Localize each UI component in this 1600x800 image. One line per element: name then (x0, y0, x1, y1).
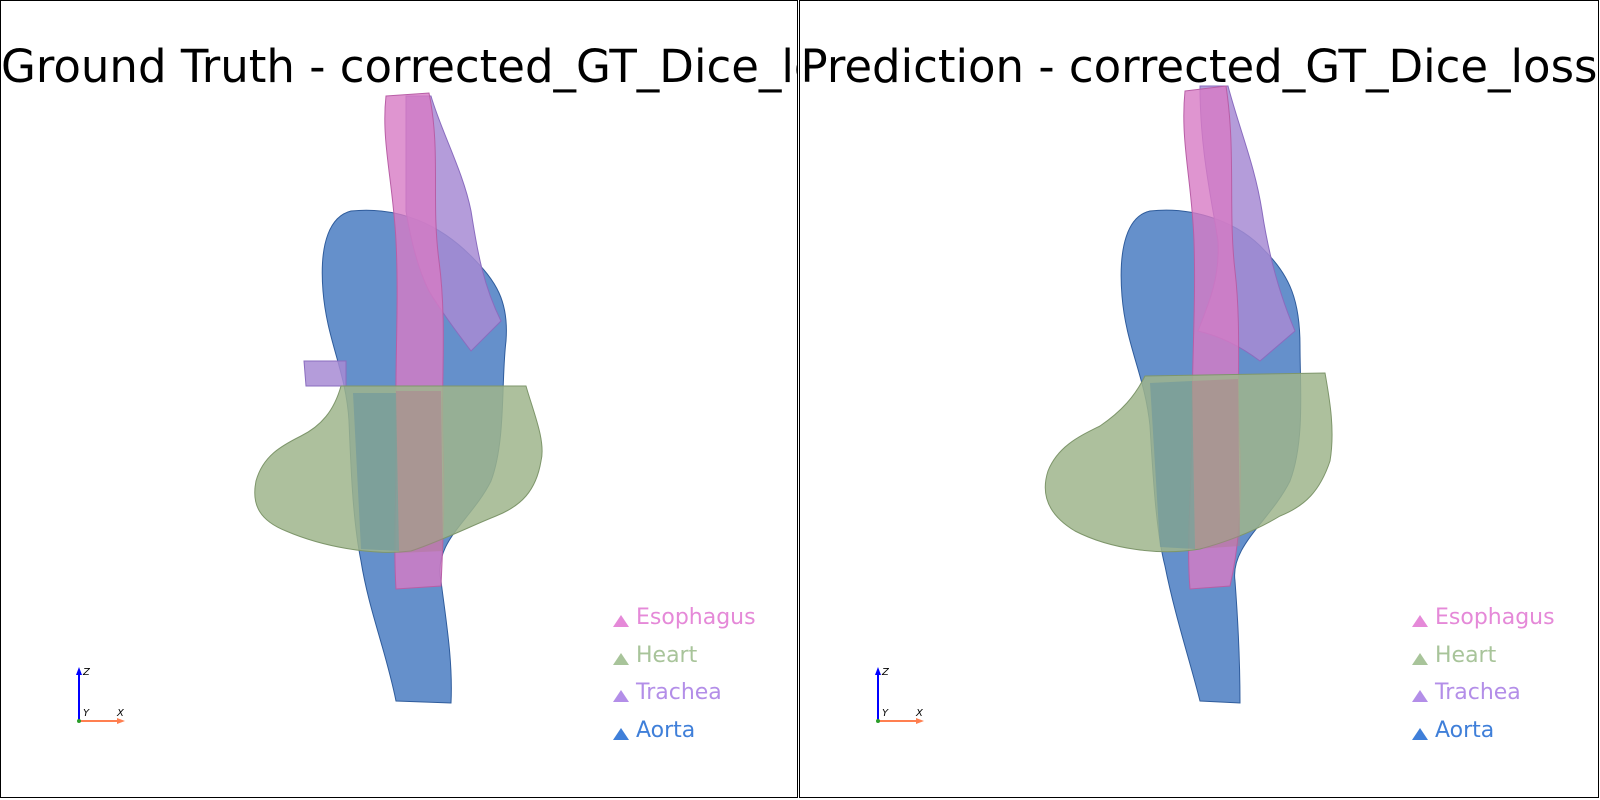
viewport-title: Prediction - corrected_GT_Dice_loss (800, 40, 1598, 93)
esophagus-overlay (396, 391, 443, 553)
ground-truth-3d-render[interactable] (1, 1, 798, 798)
trachea-bronchus (303, 360, 347, 387)
viewport-title: Ground Truth - corrected_GT_Dice_loss (1, 40, 798, 93)
legend-label: Trachea (1435, 680, 1521, 705)
heart-mesh (254, 385, 543, 553)
x-axis-label: X (116, 708, 125, 719)
triangle-icon (1412, 652, 1428, 665)
legend-label: Heart (636, 642, 698, 668)
z-axis-label: Z (881, 667, 890, 678)
esophagus-overlay (1192, 379, 1240, 549)
triangle-icon (613, 615, 629, 627)
z-axis-arrow (76, 667, 82, 675)
prediction-3d-render[interactable] (800, 1, 1599, 798)
triangle-icon (613, 652, 629, 665)
aorta-overlay (353, 393, 399, 551)
x-axis-arrow (117, 718, 125, 724)
prediction-viewport[interactable]: Prediction - corrected_GT_Dice_loss Z Y … (799, 0, 1599, 798)
x-axis-label: X (915, 708, 924, 719)
legend-label: Heart (1435, 642, 1497, 668)
y-axis-label: Y (882, 708, 889, 719)
triangle-icon (613, 727, 629, 740)
y-axis-dot (876, 719, 880, 723)
z-axis-label: Z (82, 667, 91, 678)
x-axis-arrow (916, 718, 924, 724)
triangle-icon (1412, 690, 1428, 702)
orientation-axes: Z Y X (870, 665, 930, 729)
y-axis-label: Y (83, 708, 90, 719)
aorta-overlay (1150, 381, 1195, 549)
legend-label: Esophagus (636, 605, 756, 630)
legend-label: Aorta (1435, 717, 1495, 743)
y-axis-dot (77, 719, 81, 723)
z-axis-arrow (875, 667, 881, 675)
triangle-icon (1412, 615, 1428, 627)
heart-mesh (1044, 372, 1333, 553)
ground-truth-viewport[interactable]: Ground Truth - corrected_GT_Dice_loss Z … (0, 0, 798, 798)
legend-label: Esophagus (1435, 605, 1555, 630)
legend-label: Trachea (636, 680, 722, 705)
orientation-axes: Z Y X (71, 665, 131, 729)
triangle-icon (1412, 727, 1428, 740)
triangle-icon (613, 690, 629, 702)
legend-label: Aorta (636, 717, 696, 743)
